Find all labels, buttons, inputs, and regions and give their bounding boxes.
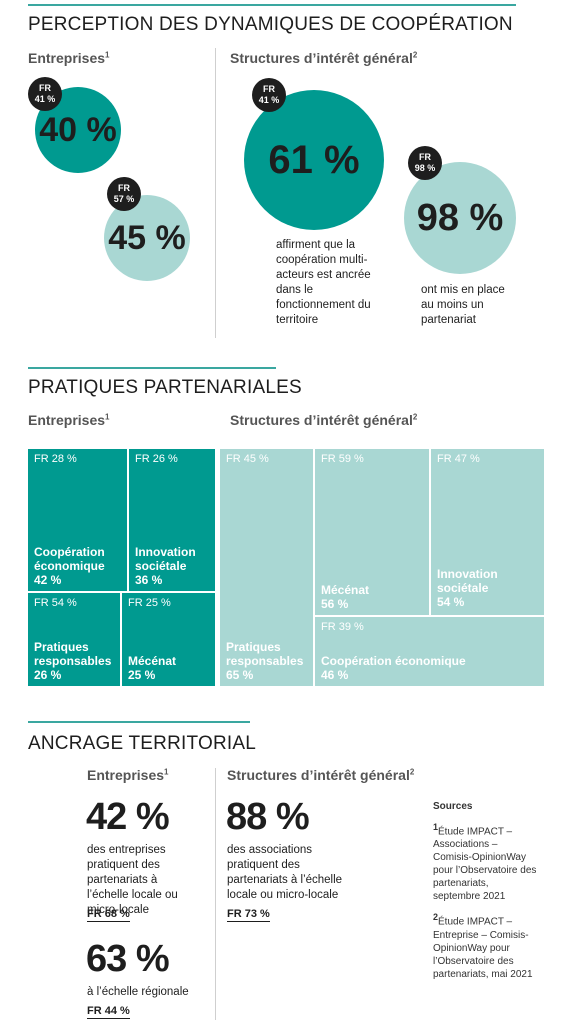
fr-stat: FR 44 %	[87, 1005, 130, 1019]
fr-stat: FR 68 %	[87, 908, 130, 922]
circle-value: 98 %	[416, 196, 504, 239]
tile-fr: FR 47 %	[437, 453, 480, 465]
tile-label: Pratiques responsables 65 %	[226, 640, 304, 682]
entreprises-header: Entreprises1	[28, 50, 110, 66]
tile-fr: FR 26 %	[135, 453, 178, 465]
stat-description: des entreprises pratiquent des partenari…	[87, 844, 178, 916]
tile-fr: FR 54 %	[34, 597, 77, 609]
fr-badge: FR 98 %	[408, 146, 442, 180]
treemap-tile: FR 25 % Mécénat 25 %	[122, 593, 215, 686]
badge-value: 41 %	[34, 94, 56, 104]
section-title-perception: PERCEPTION DES DYNAMIQUES DE COOPÉRATION	[28, 14, 513, 35]
treemap-tile: FR 54 % Pratiques responsables 26 %	[28, 593, 120, 686]
treemap-tile: FR 28 % Coopération économique 42 %	[28, 449, 127, 591]
tile-label: Mécénat 56 %	[321, 583, 370, 611]
source-item: 1Étude IMPACT – Associations – Comisis-O…	[433, 822, 537, 903]
tile-fr: FR 45 %	[226, 453, 269, 465]
stat-value: 88 %	[226, 796, 310, 838]
circle-value: 61 %	[268, 137, 360, 182]
column-divider	[215, 48, 216, 338]
badge-value: 57 %	[113, 194, 135, 204]
entreprises-header: Entreprises1	[87, 767, 169, 783]
entreprises-header: Entreprises1	[28, 412, 110, 428]
circle-caption: affirment que la coopération multi-acteu…	[276, 239, 371, 326]
column-divider	[215, 768, 216, 1020]
fr-badge: FR 41 %	[28, 77, 62, 111]
stat-description: des associations pratiquent des partenar…	[227, 844, 343, 901]
tile-label: Innovation sociétale 54 %	[437, 567, 498, 609]
structures-header: Structures d’intérêt général2	[230, 50, 418, 66]
section-rule	[28, 4, 516, 6]
circle-caption: ont mis en place au moins un partenariat	[421, 284, 505, 326]
treemap-tile: FR 26 % Innovation sociétale 36 %	[129, 449, 215, 591]
section-title-pratiques: PRATIQUES PARTENARIALES	[28, 377, 302, 398]
fr-badge: FR 57 %	[107, 177, 141, 211]
tile-fr: FR 25 %	[128, 597, 171, 609]
treemap-tile: FR 45 % Pratiques responsables 65 %	[220, 449, 313, 686]
badge-value: 98 %	[414, 163, 436, 173]
circle-value: 40 %	[39, 110, 117, 149]
section-rule	[28, 367, 276, 369]
source-item: 2Étude IMPACT – Entreprise – Comisis-Opi…	[433, 912, 533, 980]
treemap-tile: FR 59 % Mécénat 56 %	[315, 449, 429, 615]
badge-value: 41 %	[258, 95, 280, 105]
treemap-tile: FR 39 % Coopération économique 46 %	[315, 617, 544, 686]
structures-header: Structures d’intérêt général2	[227, 767, 415, 783]
section-title-ancrage: ANCRAGE TERRITORIAL	[28, 733, 256, 754]
circle-value: 45 %	[108, 218, 186, 257]
stat-description: à l’échelle régionale	[87, 986, 189, 998]
treemap-tile: FR 47 % Innovation sociétale 54 %	[431, 449, 544, 615]
badge-label: FR	[419, 152, 431, 162]
stat-value: 42 %	[86, 796, 170, 838]
tile-label: Coopération économique 46 %	[321, 654, 466, 682]
tile-label: Coopération économique 42 %	[34, 545, 105, 587]
structures-header: Structures d’intérêt général2	[230, 412, 418, 428]
tile-fr: FR 28 %	[34, 453, 77, 465]
badge-label: FR	[263, 84, 275, 94]
badge-label: FR	[118, 183, 130, 193]
stat-circle: 61 %	[244, 90, 384, 230]
stat-circle: 98 %	[404, 162, 516, 274]
tile-label: Mécénat 25 %	[128, 654, 177, 682]
stat-circle: 40 %	[35, 87, 121, 173]
badge-label: FR	[39, 83, 51, 93]
tile-label: Innovation sociétale 36 %	[135, 545, 196, 587]
tile-label: Pratiques responsables 26 %	[34, 640, 112, 682]
section-rule	[28, 721, 250, 723]
sources-block: Sources 1Étude IMPACT – Associations – C…	[433, 800, 537, 981]
fr-badge: FR 41 %	[252, 78, 286, 112]
stat-value: 63 %	[86, 938, 170, 980]
tile-fr: FR 39 %	[321, 621, 364, 633]
sources-title: Sources	[433, 801, 473, 812]
tile-fr: FR 59 %	[321, 453, 364, 465]
fr-stat: FR 73 %	[227, 908, 270, 922]
